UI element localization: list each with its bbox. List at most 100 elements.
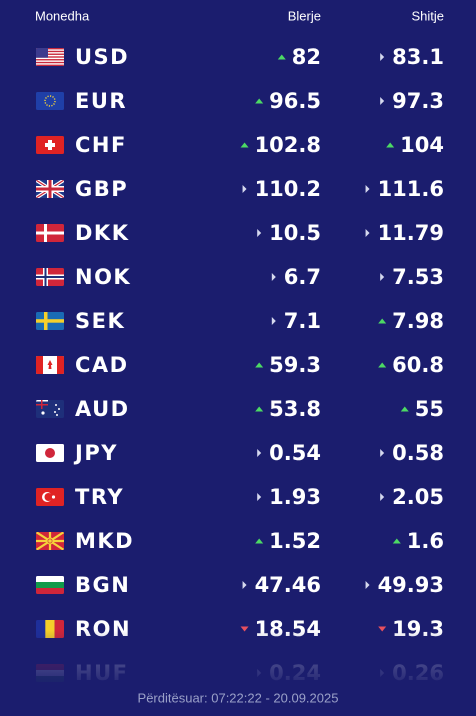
buy-rate: 53.8 (269, 397, 321, 421)
trend-icon (255, 98, 264, 104)
trend-icon (365, 185, 370, 193)
trend-icon (365, 581, 370, 589)
trend-icon (255, 406, 264, 412)
trend-icon (257, 493, 262, 501)
currency-code: DKK (75, 221, 129, 245)
flag (36, 444, 64, 462)
flag-part (44, 95, 56, 107)
trend-icon (271, 273, 276, 281)
trend-icon (271, 317, 276, 325)
flag-body (36, 356, 64, 374)
flag (36, 48, 64, 66)
flag-part (36, 48, 64, 50)
currency-row: CHF 102.8 104 (36, 133, 444, 157)
flag-part (55, 404, 57, 406)
flag-part (36, 48, 48, 58)
currency-row: MKD 1.52 1.6 (36, 529, 444, 553)
trend-icon (378, 318, 387, 324)
currency-row: AUD 53.8 55 (36, 397, 444, 421)
trend-icon (386, 142, 395, 148)
flag-part (56, 414, 58, 416)
trend-icon (240, 626, 249, 632)
flag-part (36, 187, 64, 191)
trend-icon (257, 449, 262, 457)
flag-part (36, 576, 64, 582)
flag-body (36, 312, 64, 330)
flag-part (36, 64, 64, 66)
sell-rate: 11.79 (378, 221, 444, 245)
flag-body (36, 136, 64, 154)
sell-rate: 49.93 (378, 573, 444, 597)
flag-part (36, 92, 64, 110)
currency-row: SEK 7.1 7.98 (36, 309, 444, 333)
sell-rate: 60.8 (392, 353, 444, 377)
flag (36, 92, 64, 110)
trend-icon (277, 54, 286, 60)
trend-icon (380, 449, 385, 457)
sell-rate: 97.3 (392, 89, 444, 113)
flag-part (36, 231, 64, 235)
currency-code: CHF (75, 133, 127, 157)
flag-part (36, 61, 64, 64)
buy-rate: 1.93 (269, 485, 321, 509)
flag-body (36, 576, 64, 594)
sell-rate: 111.6 (378, 177, 444, 201)
flag (36, 488, 64, 506)
currency-code: CAD (75, 353, 129, 377)
flag-body (36, 48, 64, 66)
flag (36, 576, 64, 594)
flag (36, 312, 64, 330)
flag-part (54, 411, 56, 413)
currency-code: BGN (75, 573, 130, 597)
flag-body (36, 400, 64, 418)
currency-row: NOK 6.7 7.53 (36, 265, 444, 289)
trend-icon (380, 273, 385, 281)
currency-row: JPY 0.54 0.58 (36, 441, 444, 465)
currency-row: BGN 47.46 49.93 (36, 573, 444, 597)
flag-part (45, 620, 55, 638)
flag-part (47, 360, 53, 369)
trend-icon (378, 626, 387, 632)
trend-icon (378, 362, 387, 368)
flag-body (36, 488, 64, 506)
flag-part (54, 620, 64, 638)
flag (36, 180, 64, 198)
flag-body (36, 268, 64, 286)
trend-icon (380, 53, 385, 61)
flag-part (36, 50, 64, 53)
flag-body (36, 224, 64, 242)
buy-rate: 96.5 (269, 89, 321, 113)
flag (36, 620, 64, 638)
flag-part (36, 56, 64, 58)
flag-part (41, 411, 45, 415)
sell-rate: 7.53 (392, 265, 444, 289)
trend-icon (240, 142, 249, 148)
sell-rate: 1.6 (407, 529, 444, 553)
buy-rate: 82 (292, 45, 321, 69)
currency-row: CAD 59.3 60.8 (36, 353, 444, 377)
buy-rate: 102.8 (255, 133, 321, 157)
flag-part (36, 588, 64, 594)
header-buy: Blerje (288, 8, 321, 23)
currency-code: JPY (73, 441, 118, 465)
buy-rate: 0.54 (269, 441, 321, 465)
flag (36, 356, 64, 374)
currency-row: DKK 10.5 11.79 (36, 221, 444, 245)
flag-part (45, 448, 55, 458)
flag-body (36, 444, 64, 462)
currency-code: GBP (75, 177, 128, 201)
flag (36, 532, 64, 550)
flag-body (36, 180, 64, 198)
buy-rate: 59.3 (269, 353, 321, 377)
currency-code: EUR (75, 89, 127, 113)
flag-part (51, 495, 56, 499)
flag-part (45, 143, 55, 147)
currency-code: TRY (75, 485, 124, 509)
fade-overlay (0, 630, 476, 716)
header-currency: Monedha (35, 8, 90, 23)
flag-part (36, 620, 46, 638)
currency-row: TRY 1.93 2.05 (36, 485, 444, 509)
trend-icon (400, 406, 409, 412)
flag-part (36, 319, 64, 323)
